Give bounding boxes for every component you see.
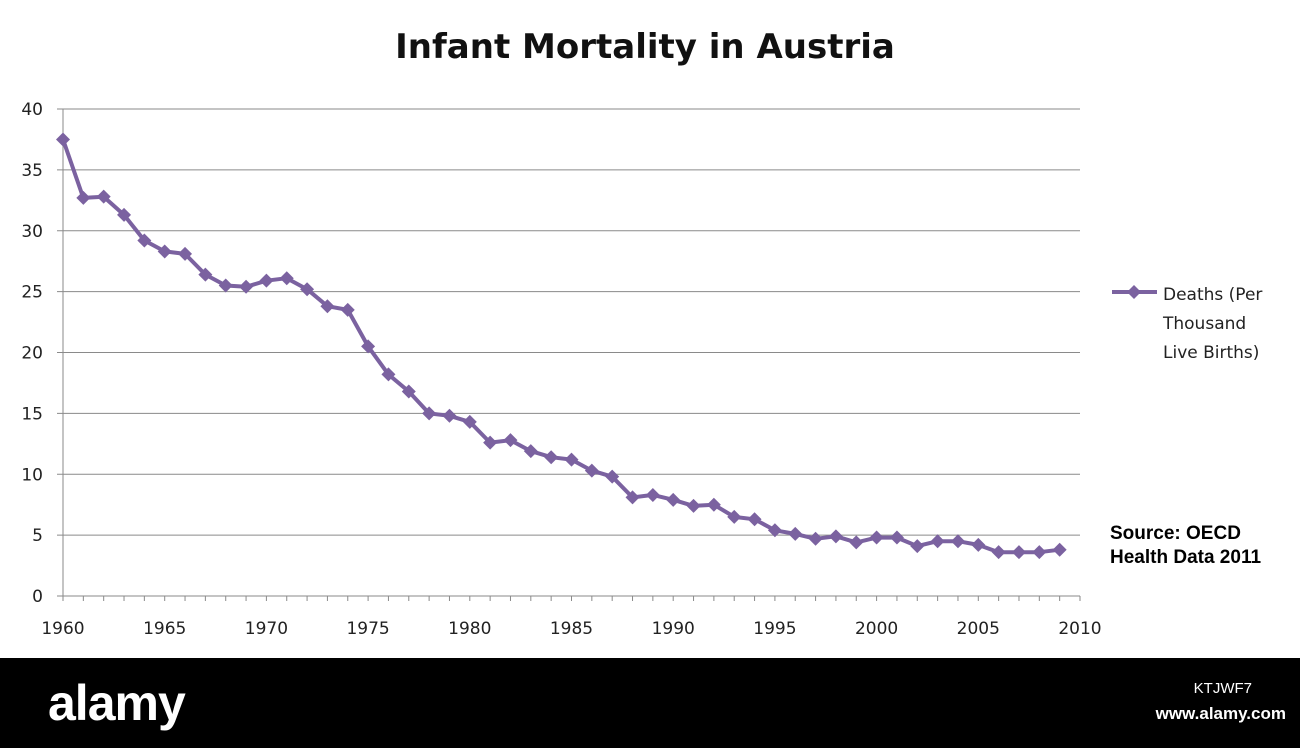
data-point-marker bbox=[950, 534, 965, 549]
y-axis: 0 5 10 15 20 25 30 35 40 bbox=[21, 100, 64, 607]
data-point-marker bbox=[483, 435, 498, 450]
data-point-marker bbox=[96, 189, 111, 204]
watermark-bar: alamy KTJWF7 www.alamy.com bbox=[0, 658, 1300, 748]
data-point-marker bbox=[442, 408, 457, 423]
data-point-marker bbox=[218, 278, 233, 293]
data-point-marker bbox=[523, 444, 538, 459]
watermark-url: www.alamy.com bbox=[1155, 704, 1286, 723]
data-point-marker bbox=[625, 490, 640, 505]
data-point-marker bbox=[788, 526, 803, 541]
x-tick-label: 1990 bbox=[652, 619, 695, 639]
data-point-marker bbox=[706, 497, 721, 512]
data-point-marker bbox=[259, 273, 274, 288]
data-point-marker bbox=[279, 271, 294, 286]
data-point-marker bbox=[1032, 545, 1047, 560]
y-tick-label: 25 bbox=[21, 283, 43, 303]
legend-label: Thousand bbox=[1162, 314, 1246, 334]
data-point-marker bbox=[381, 367, 396, 382]
data-point-marker bbox=[889, 530, 904, 545]
y-tick-label: 30 bbox=[21, 222, 43, 242]
x-tick-label: 2000 bbox=[855, 619, 898, 639]
data-point-marker bbox=[137, 233, 152, 248]
series-line bbox=[61, 138, 1060, 555]
data-point-marker bbox=[686, 498, 701, 513]
x-tick-label: 1985 bbox=[550, 619, 593, 639]
data-point-marker bbox=[605, 469, 620, 484]
gridlines bbox=[63, 108, 1080, 597]
y-tick-label: 20 bbox=[21, 344, 43, 364]
chart-title: Infant Mortality in Austria bbox=[395, 27, 895, 67]
data-point-marker bbox=[76, 190, 91, 205]
data-point-marker bbox=[808, 531, 823, 546]
data-point-marker bbox=[198, 267, 213, 282]
x-tick-label: 1975 bbox=[346, 619, 389, 639]
line-chart: Infant Mortality in Austria 0 5 10 15 20 25 30… bbox=[21, 27, 1262, 639]
data-point-marker bbox=[564, 452, 579, 467]
data-point-marker bbox=[1011, 545, 1026, 560]
data-point-marker bbox=[300, 282, 315, 297]
data-point-marker bbox=[584, 463, 599, 478]
data-point-marker bbox=[910, 539, 925, 554]
y-tick-label: 10 bbox=[21, 465, 43, 485]
data-point-marker bbox=[340, 302, 355, 317]
data-point-marker bbox=[503, 433, 518, 448]
x-tick-label: 2010 bbox=[1058, 619, 1101, 639]
data-series bbox=[56, 132, 1067, 560]
x-tick-label: 1980 bbox=[448, 619, 491, 639]
data-point-marker bbox=[645, 487, 660, 502]
data-point-marker bbox=[157, 244, 172, 259]
chart-area: Infant Mortality in Austria 0 5 10 15 20 25 30… bbox=[21, 27, 1262, 639]
source-text: Health Data 2011 bbox=[1110, 547, 1261, 568]
data-point-marker bbox=[544, 450, 559, 465]
data-point-marker bbox=[869, 530, 884, 545]
x-tick-label: 1965 bbox=[143, 619, 186, 639]
legend-label: Live Births) bbox=[1163, 343, 1259, 363]
data-point-marker bbox=[971, 537, 986, 552]
data-point-marker bbox=[462, 414, 477, 429]
y-tick-label: 0 bbox=[32, 587, 43, 607]
legend: Deaths (Per Thousand Live Births) bbox=[1112, 285, 1262, 363]
x-tick-label: 1960 bbox=[41, 619, 84, 639]
data-point-marker bbox=[991, 545, 1006, 560]
data-point-marker bbox=[117, 207, 132, 222]
data-point-marker bbox=[320, 299, 335, 314]
data-point-marker bbox=[767, 523, 782, 538]
x-axis: 1960 1965 1970 1975 1980 1985 1990 1995 2000 2005… bbox=[41, 596, 1102, 639]
source-annotation: Source: OECD Health Data 2011 bbox=[1110, 523, 1261, 568]
data-point-marker bbox=[828, 529, 843, 544]
data-point-marker bbox=[849, 535, 864, 550]
data-point-marker bbox=[422, 406, 437, 421]
data-point-marker bbox=[930, 534, 945, 549]
watermark-image-id: KTJWF7 bbox=[1193, 680, 1252, 697]
data-point-marker bbox=[1052, 542, 1067, 557]
data-point-marker bbox=[361, 339, 376, 354]
x-tick-label: 2005 bbox=[957, 619, 1000, 639]
legend-marker bbox=[1127, 285, 1141, 299]
data-point-marker bbox=[727, 509, 742, 524]
watermark-logo: alamy bbox=[48, 675, 186, 731]
source-text: Source: OECD bbox=[1110, 523, 1241, 544]
data-point-marker bbox=[239, 279, 254, 294]
data-point-marker bbox=[666, 492, 681, 507]
data-point-marker bbox=[747, 512, 762, 527]
data-point-marker bbox=[56, 132, 70, 147]
y-tick-label: 15 bbox=[21, 404, 43, 424]
data-point-marker bbox=[401, 384, 416, 399]
y-tick-label: 40 bbox=[21, 100, 43, 120]
y-tick-label: 5 bbox=[32, 526, 43, 546]
data-point-marker bbox=[178, 246, 193, 261]
x-tick-label: 1970 bbox=[245, 619, 288, 639]
x-tick-label: 1995 bbox=[753, 619, 796, 639]
y-tick-label: 35 bbox=[21, 161, 43, 181]
legend-label: Deaths (Per bbox=[1163, 285, 1262, 305]
